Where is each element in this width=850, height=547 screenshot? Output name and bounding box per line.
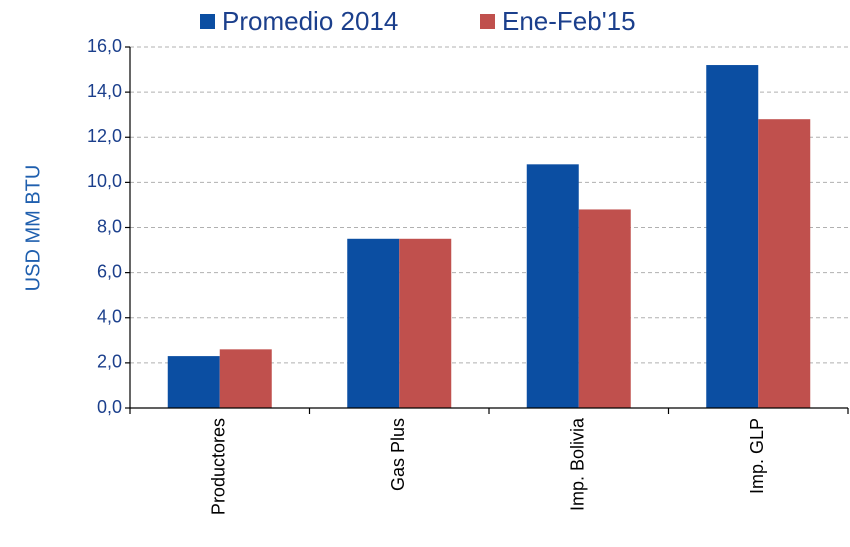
x-tick-label: Imp. Bolivia bbox=[568, 417, 588, 511]
bar bbox=[706, 65, 759, 409]
y-tick-label: 14,0 bbox=[87, 81, 122, 101]
y-tick-label: 16,0 bbox=[87, 36, 122, 56]
y-tick-label: 6,0 bbox=[97, 261, 122, 281]
x-tick-label: Gas Plus bbox=[388, 418, 408, 491]
y-axis-title: USD MM BTU bbox=[22, 165, 44, 292]
x-tick-label: Productores bbox=[209, 418, 229, 515]
legend-label: Promedio 2014 bbox=[222, 6, 398, 36]
legend-swatch bbox=[480, 14, 495, 29]
y-tick-label: 2,0 bbox=[97, 352, 122, 372]
bar bbox=[758, 119, 811, 408]
legend-swatch bbox=[200, 14, 215, 29]
x-tick-label: Imp. GLP bbox=[747, 418, 767, 494]
bar bbox=[219, 349, 272, 408]
y-tick-label: 0,0 bbox=[97, 397, 122, 417]
y-tick-label: 8,0 bbox=[97, 216, 122, 236]
bar bbox=[578, 209, 631, 408]
bar bbox=[526, 164, 579, 408]
bar bbox=[399, 238, 452, 408]
bar bbox=[167, 356, 220, 408]
y-tick-label: 4,0 bbox=[97, 307, 122, 327]
bar bbox=[347, 238, 400, 408]
y-tick-label: 10,0 bbox=[87, 171, 122, 191]
y-tick-label: 12,0 bbox=[87, 126, 122, 146]
legend-label: Ene-Feb'15 bbox=[502, 6, 636, 36]
